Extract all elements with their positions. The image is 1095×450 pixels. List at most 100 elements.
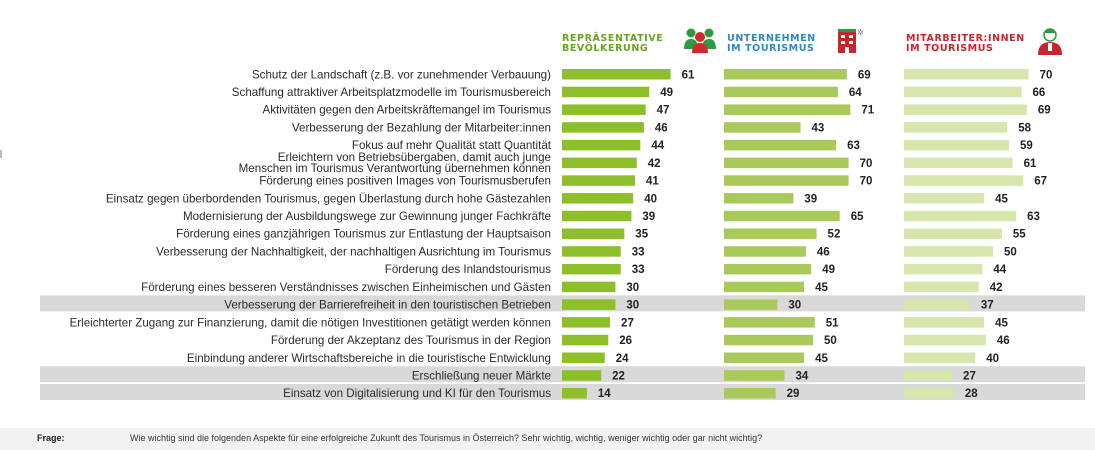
data-label: 61 <box>1024 158 1037 170</box>
row-label: Modernisierung der Ausbildungswege zur G… <box>183 210 551 223</box>
bar <box>904 263 983 275</box>
bar <box>562 210 632 222</box>
bar <box>904 352 976 364</box>
bar <box>724 86 838 98</box>
data-label: 59 <box>1020 140 1033 152</box>
bar <box>562 334 609 346</box>
data-label: 29 <box>787 388 800 400</box>
data-label: 61 <box>682 69 695 81</box>
bar <box>904 334 986 346</box>
data-label: 27 <box>621 317 634 329</box>
data-label: 44 <box>651 140 664 152</box>
data-label: 14 <box>598 388 611 400</box>
column-header-line2: IM TOURISMUS <box>727 43 814 54</box>
data-label: 51 <box>826 317 839 329</box>
data-label: 70 <box>1040 69 1053 81</box>
bar <box>904 175 1024 186</box>
data-label: 42 <box>990 282 1003 294</box>
column-header-line1: REPRÄSENTATIVE <box>562 33 663 44</box>
data-label: 22 <box>612 370 625 382</box>
row-label: Fokus auf mehr Qualität statt Quantität <box>352 139 552 152</box>
data-label: 49 <box>660 87 673 99</box>
staff-person-icon <box>1038 28 1062 55</box>
bar <box>724 281 805 293</box>
bar <box>562 86 650 98</box>
bar <box>724 246 806 257</box>
bar <box>562 387 587 399</box>
data-label: 70 <box>860 176 873 188</box>
bar <box>904 86 1022 98</box>
row-label: Einbindung anderer Wirtschaftsbereiche i… <box>187 352 551 365</box>
row-label: Erleichterter Zugang zur Finanzierung, d… <box>70 316 551 329</box>
bar <box>562 122 644 133</box>
data-label: 69 <box>858 69 871 81</box>
bar <box>904 246 993 257</box>
bar <box>724 193 794 204</box>
bar <box>724 157 849 169</box>
bar <box>724 370 785 381</box>
data-label: 33 <box>632 246 645 258</box>
bar <box>562 69 671 80</box>
bar <box>724 263 812 275</box>
bar <box>562 299 616 310</box>
data-label: 43 <box>812 122 825 134</box>
bar <box>904 193 985 204</box>
data-label: 37 <box>981 300 994 312</box>
bar <box>562 157 637 169</box>
data-label: 49 <box>822 264 835 276</box>
bar <box>904 139 1010 151</box>
row-label: Aktivitäten gegen den Arbeitskräftemange… <box>263 104 552 117</box>
column-header-line1: UNTERNEHMEN <box>727 33 816 44</box>
bar <box>724 122 801 133</box>
data-label: 34 <box>796 370 809 382</box>
data-label: 55 <box>1013 229 1026 241</box>
bar <box>562 352 605 364</box>
bar <box>904 69 1029 80</box>
data-label: 65 <box>851 211 864 223</box>
svg-text:✲: ✲ <box>857 28 864 37</box>
data-label: 45 <box>815 282 828 294</box>
question-label: Frage: <box>37 433 65 443</box>
data-label: 30 <box>788 300 801 312</box>
row-label: Förderung des Inlandstourismus <box>385 263 551 276</box>
bar <box>904 281 979 293</box>
data-label: 52 <box>828 229 841 241</box>
bar <box>724 210 840 222</box>
data-label: 28 <box>965 388 978 400</box>
row-label: Förderung eines positiven Images von Tou… <box>259 175 551 188</box>
data-label: 44 <box>993 264 1006 276</box>
data-label: 30 <box>626 282 639 294</box>
bar <box>904 370 953 381</box>
data-label: 63 <box>847 140 860 152</box>
row-label: Erschließung neuer Märkte <box>412 369 551 382</box>
data-label: 63 <box>1027 211 1040 223</box>
bar <box>562 228 625 239</box>
data-label: 58 <box>1018 122 1031 134</box>
bar <box>724 175 849 186</box>
data-label: 50 <box>824 335 837 347</box>
row-label: Verbesserung der Nachhaltigkeit, der nac… <box>156 245 551 258</box>
data-label: 50 <box>1004 246 1017 258</box>
column-header-line2: BEVÖLKERUNG <box>562 43 648 54</box>
bar <box>904 210 1017 222</box>
data-label: 35 <box>635 229 648 241</box>
bar <box>904 387 954 399</box>
column-header-line1: MITARBEITER:INNEN <box>906 33 1025 44</box>
data-label: 67 <box>1034 176 1047 188</box>
data-label: 46 <box>997 335 1010 347</box>
bar <box>562 246 621 257</box>
people-group-icon <box>684 28 716 53</box>
data-label: 66 <box>1032 87 1045 99</box>
bar <box>904 122 1008 133</box>
bar <box>904 157 1013 169</box>
bar <box>562 104 646 115</box>
question-footer: Frage: Wie wichtig sind die folgenden As… <box>0 428 1095 450</box>
bar <box>562 193 634 204</box>
row-label: Menschen im Tourismus Verantwortung über… <box>239 162 551 175</box>
bar <box>904 317 985 328</box>
bar <box>724 104 851 115</box>
bar <box>562 317 611 328</box>
row-label: Schaffung attraktiver Arbeitsplatzmodell… <box>232 86 551 99</box>
bar <box>562 175 635 186</box>
